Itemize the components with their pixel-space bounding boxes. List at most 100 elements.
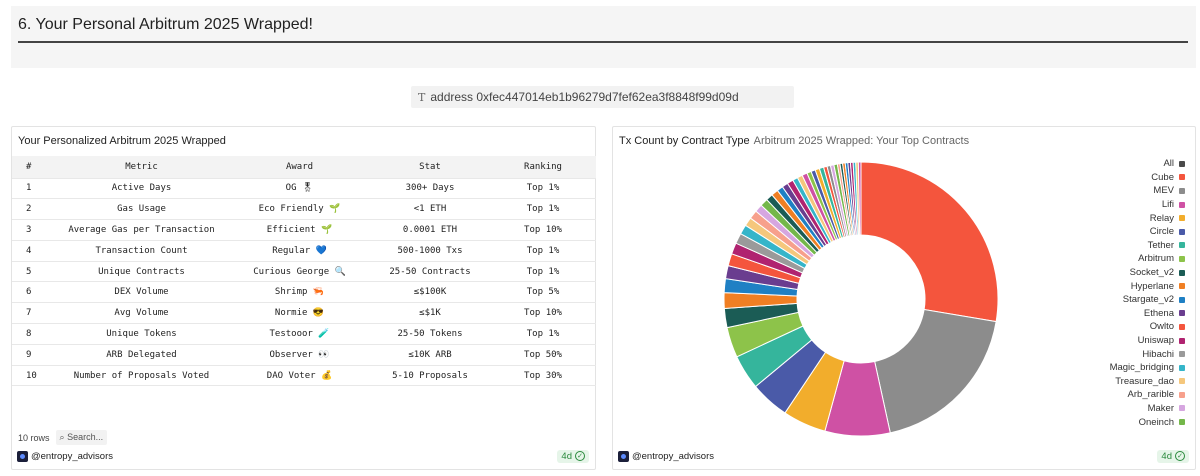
legend-item[interactable]: Ethena [1065, 307, 1185, 321]
chart-card-title: Tx Count by Contract Type Arbitrum 2025 W… [619, 135, 969, 147]
author-link[interactable]: @entropy_advisors [17, 450, 113, 462]
section-title: 6. Your Personal Arbitrum 2025 Wrapped! [18, 16, 313, 33]
column-header-number[interactable]: # [12, 156, 54, 178]
legend-item[interactable]: Tether [1065, 239, 1185, 253]
legend-label: Uniswap [1137, 335, 1174, 347]
cell-metric: Number of Proposals Voted [54, 364, 229, 387]
legend-label: Hyperlane [1130, 280, 1174, 292]
cell-number: 4 [12, 239, 54, 262]
legend-item[interactable]: Magic_bridging [1065, 361, 1185, 375]
table-footer: 10 rows ⌕ Search... [18, 430, 108, 445]
check-circle-icon: ✓ [575, 451, 585, 461]
row-count: 10 rows [18, 432, 50, 443]
table-row: 8 Unique Tokens Testooor 🧪 25-50 Tokens Top … [12, 323, 596, 345]
legend-swatch [1179, 419, 1185, 426]
cell-metric: Average Gas per Transaction [54, 219, 229, 241]
cell-stat: ≤$1K [370, 302, 490, 324]
table-card-title: Your Personalized Arbitrum 2025 Wrapped [18, 135, 226, 147]
age-label: 4d [1161, 450, 1172, 462]
column-header-stat[interactable]: Stat [370, 156, 490, 178]
check-circle-icon: ✓ [1175, 451, 1185, 461]
legend-item[interactable]: Circle [1065, 225, 1185, 239]
legend-label: Oneinch [1138, 416, 1174, 428]
cell-metric: ARB Delegated [54, 343, 229, 366]
cell-award: Observer 👀 [229, 343, 370, 366]
donut-slice-other-25[interactable] [857, 161, 862, 236]
legend-item[interactable]: Lifi [1065, 198, 1185, 212]
column-header-ranking[interactable]: Ranking [490, 156, 596, 178]
cell-number: 1 [12, 177, 54, 199]
table-row: 3 Average Gas per Transaction Efficient 🌱 0… [12, 219, 596, 241]
table-row: 9 ARB Delegated Observer 👀 ≤10K ARB Top 50% [12, 343, 596, 366]
legend-label: Circle [1149, 226, 1174, 238]
author-link[interactable]: @entropy_advisors [618, 450, 714, 462]
legend-label: Socket_v2 [1129, 267, 1174, 279]
address-parameter[interactable]: T address 0xfec447014eb1b96279d7fef62ea3… [411, 86, 794, 108]
cell-stat: 5-10 Proposals [370, 364, 490, 387]
legend-item[interactable]: Treasure_dao [1065, 375, 1185, 389]
table-card-footer: @entropy_advisors 4d ✓ [17, 448, 589, 464]
author-name: @entropy_advisors [31, 450, 113, 462]
cell-award: OG 🎖 [229, 177, 370, 199]
legend-label: Stargate_v2 [1122, 294, 1174, 306]
legend-swatch [1179, 255, 1185, 262]
legend-item[interactable]: Hyperlane [1065, 279, 1185, 293]
avatar [17, 450, 28, 462]
cell-metric: Active Days [54, 177, 229, 199]
legend-item[interactable]: Arb_rarible [1065, 388, 1185, 402]
cell-award: Eco Friendly 🌱 [229, 198, 370, 220]
age-badge: 4d ✓ [557, 449, 589, 463]
legend-item[interactable]: Owlto [1065, 320, 1185, 334]
column-header-award[interactable]: Award [229, 156, 370, 178]
legend-item[interactable]: Uniswap [1065, 334, 1185, 348]
donut-slice-mev[interactable] [874, 308, 997, 434]
legend-item[interactable]: Arbitrum [1065, 252, 1185, 266]
legend-swatch [1179, 310, 1185, 317]
cell-metric: Unique Contracts [54, 260, 229, 282]
table-row: 10 Number of Proposals Voted DAO Voter 💰 5-… [12, 364, 596, 387]
text-type-icon: T [418, 90, 426, 104]
legend-item[interactable]: Maker [1065, 402, 1185, 416]
chart-title: Tx Count by Contract Type [619, 135, 750, 147]
legend-label: Magic_bridging [1109, 362, 1174, 374]
legend-item[interactable]: Hibachi [1065, 347, 1185, 361]
cell-number: 2 [12, 198, 54, 220]
legend-item[interactable]: Relay [1065, 211, 1185, 225]
cell-number: 10 [12, 364, 54, 387]
cell-ranking: Top 1% [490, 177, 596, 199]
legend-swatch [1179, 242, 1185, 249]
cell-stat: 25-50 Contracts [370, 260, 490, 282]
cell-number: 6 [12, 281, 54, 303]
legend-item[interactable]: Socket_v2 [1065, 266, 1185, 280]
legend-label: Tether [1147, 239, 1174, 251]
cell-award: Testooor 🧪 [229, 323, 370, 345]
legend-swatch [1179, 283, 1185, 290]
cell-ranking: Top 5% [490, 281, 596, 303]
cell-award: Shrimp 🦐 [229, 281, 370, 303]
cell-ranking: Top 1% [490, 323, 596, 345]
header-divider [18, 41, 1188, 43]
legend-item[interactable]: MEV [1065, 184, 1185, 198]
column-header-metric[interactable]: Metric [54, 156, 229, 178]
chart-card-footer: @entropy_advisors 4d ✓ [618, 448, 1189, 464]
legend-swatch [1179, 405, 1185, 412]
cell-award: Regular 💙 [229, 239, 370, 262]
cell-award: DAO Voter 💰 [229, 364, 370, 387]
cell-stat: 300+ Days [370, 177, 490, 199]
cell-metric: Unique Tokens [54, 323, 229, 345]
search-icon: ⌕ [59, 432, 65, 442]
cell-stat: <1 ETH [370, 198, 490, 220]
legend-item[interactable]: All [1065, 157, 1185, 171]
cell-ranking: Top 10% [490, 219, 596, 241]
cell-stat: ≤10K ARB [370, 343, 490, 366]
legend-item[interactable]: Oneinch [1065, 415, 1185, 429]
legend-swatch [1179, 187, 1185, 194]
legend-swatch [1179, 364, 1185, 371]
chart-legend: All Cube MEV Lifi Relay Circle Tether Arbitrum S… [1065, 157, 1185, 429]
donut-slice-cube[interactable] [860, 161, 999, 323]
table-search-input[interactable]: ⌕ Search... [55, 430, 108, 445]
legend-item[interactable]: Cube [1065, 171, 1185, 185]
legend-item[interactable]: Stargate_v2 [1065, 293, 1185, 307]
legend-swatch [1179, 174, 1185, 181]
cell-number: 3 [12, 219, 54, 241]
